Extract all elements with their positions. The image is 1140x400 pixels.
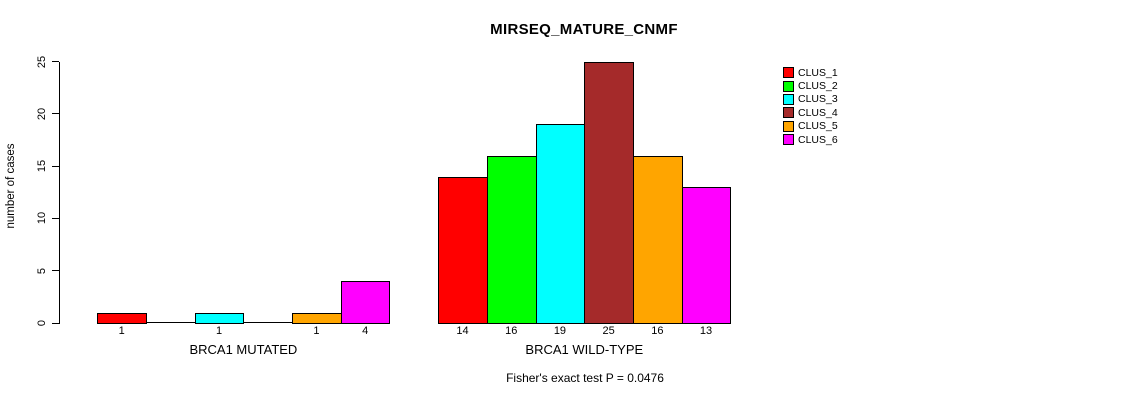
bar-value-label: 16 [651, 325, 664, 337]
legend-item-label: CLUS_4 [798, 106, 838, 119]
bar-zero-clus_2 [146, 322, 196, 323]
y-axis-line [59, 61, 60, 324]
bar-value-label: 1 [313, 325, 320, 337]
legend-item-label: CLUS_5 [798, 120, 838, 133]
y-tick [52, 270, 59, 272]
y-tick [52, 217, 59, 219]
y-tick-label: 15 [36, 160, 48, 173]
chart-title: MIRSEQ_MATURE_CNMF [490, 21, 678, 38]
bar-clus_3 [194, 312, 245, 324]
bar-value-label: 1 [118, 325, 125, 337]
y-tick-label: 10 [36, 212, 48, 225]
bar-clus_3 [535, 124, 586, 324]
y-tick-label: 5 [36, 267, 48, 274]
bar-value-label: 16 [505, 325, 518, 337]
group-label: BRCA1 MUTATED [189, 342, 298, 357]
legend-swatch-clus_3 [783, 93, 794, 105]
legend-swatch-clus_4 [783, 107, 794, 119]
y-tick [52, 61, 59, 63]
y-tick-label: 20 [36, 107, 48, 121]
y-tick [52, 113, 59, 115]
bar-clus_5 [633, 155, 683, 324]
y-tick-label: 0 [36, 319, 48, 327]
bar-value-label: 4 [362, 325, 369, 337]
legend-item: CLUS_1 [783, 66, 838, 79]
bar-zero-clus_4 [243, 322, 294, 323]
y-tick [52, 165, 59, 167]
legend-item-label: CLUS_3 [798, 93, 838, 106]
legend-item: CLUS_6 [783, 133, 838, 146]
legend-item: CLUS_3 [783, 93, 838, 106]
bar-clus_6 [340, 281, 391, 324]
bar-value-label: 14 [456, 325, 469, 337]
footnote: Fisher's exact test P = 0.0476 [506, 371, 664, 385]
legend-item: CLUS_2 [783, 79, 838, 92]
legend-item: CLUS_5 [783, 120, 838, 133]
legend-item: CLUS_4 [783, 106, 838, 119]
legend-item-label: CLUS_1 [798, 66, 838, 79]
bar-value-label: 25 [602, 325, 615, 337]
y-axis-label: number of cases [5, 143, 17, 229]
legend-item-label: CLUS_2 [798, 80, 838, 93]
bar-value-label: 19 [553, 325, 567, 337]
bar-clus_1 [438, 176, 488, 324]
bar-clus_4 [584, 61, 634, 324]
bar-value-label: 1 [215, 325, 223, 337]
legend-swatch-clus_5 [783, 120, 794, 132]
legend-item-label: CLUS_6 [798, 133, 838, 146]
legend-swatch-clus_1 [783, 67, 794, 79]
y-tick [52, 322, 59, 324]
bar-clus_2 [486, 155, 537, 324]
legend: CLUS_1 CLUS_2 CLUS_3 CLUS_4 CLUS_5 CLUS_6 [783, 66, 838, 146]
bar-clus_6 [681, 187, 732, 324]
bar-value-label: 13 [699, 325, 713, 337]
legend-swatch-clus_6 [783, 134, 794, 146]
group-label: BRCA1 WILD-TYPE [525, 342, 644, 357]
bar-clus_1 [97, 312, 147, 324]
y-tick-label: 25 [36, 55, 48, 68]
legend-swatch-clus_2 [783, 80, 794, 92]
bar-clus_5 [292, 312, 342, 324]
